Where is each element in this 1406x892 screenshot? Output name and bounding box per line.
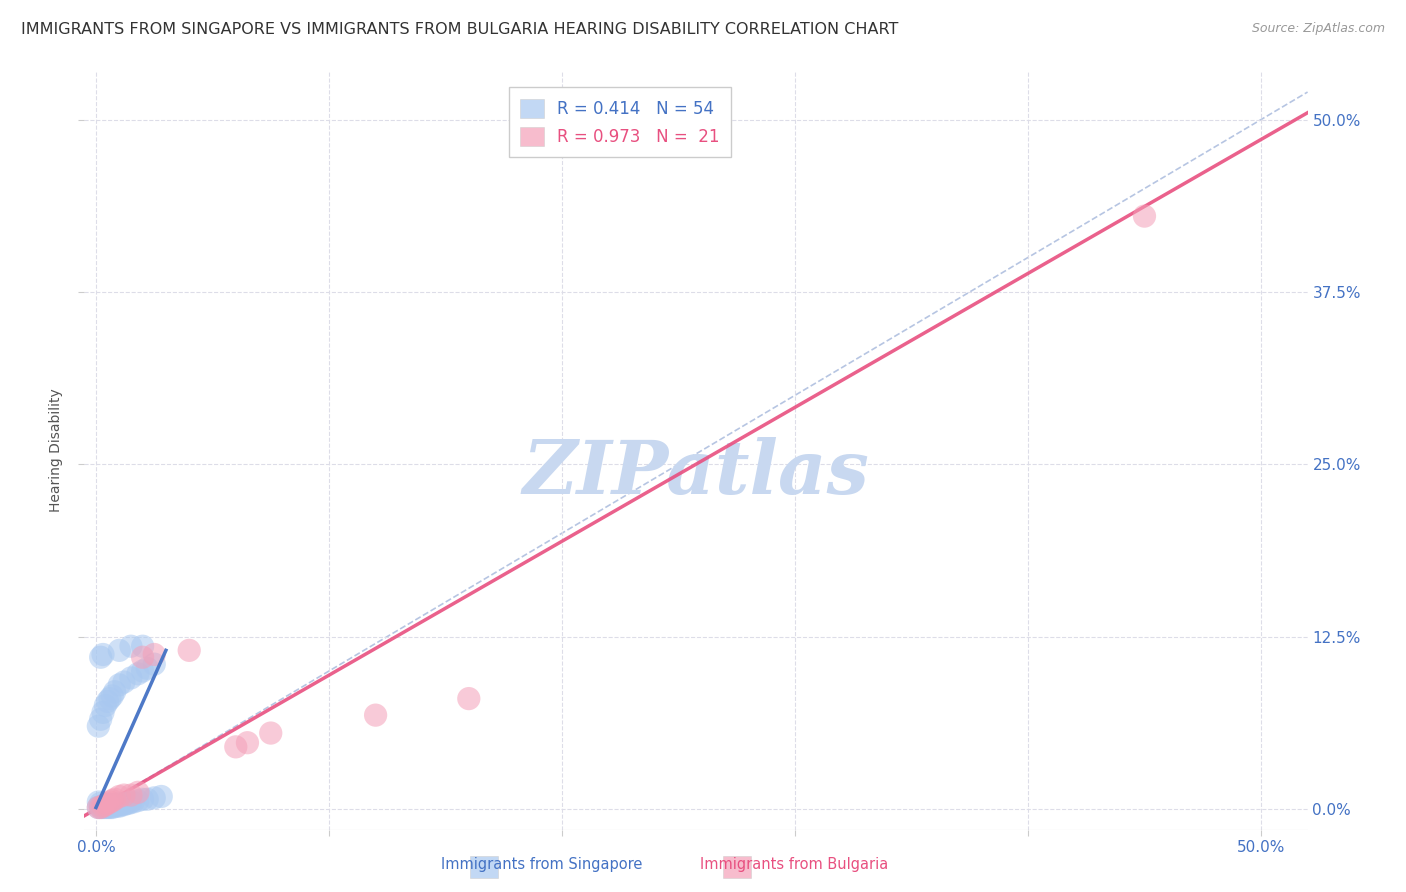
Point bbox=[98, 799, 121, 814]
Point bbox=[98, 691, 121, 706]
Point bbox=[98, 800, 121, 814]
Point bbox=[112, 675, 135, 690]
Point bbox=[104, 797, 127, 812]
Point bbox=[112, 797, 135, 812]
Point bbox=[87, 800, 110, 814]
Point bbox=[136, 792, 159, 806]
Point bbox=[94, 698, 117, 713]
Point bbox=[112, 788, 135, 802]
Point bbox=[101, 794, 124, 808]
Point bbox=[90, 712, 112, 726]
Point bbox=[90, 797, 112, 811]
Point bbox=[104, 684, 127, 698]
Point bbox=[87, 795, 110, 809]
Point bbox=[364, 708, 387, 723]
Point bbox=[136, 661, 159, 675]
Point bbox=[457, 691, 479, 706]
Point bbox=[108, 799, 131, 814]
Point bbox=[94, 797, 117, 812]
Legend: R = 0.414   N = 54, R = 0.973   N =  21: R = 0.414 N = 54, R = 0.973 N = 21 bbox=[509, 87, 731, 158]
Point bbox=[105, 797, 128, 812]
Point bbox=[225, 739, 247, 754]
Point bbox=[97, 797, 120, 812]
Point bbox=[108, 789, 131, 804]
Point bbox=[97, 694, 120, 708]
Point bbox=[87, 719, 110, 733]
Point bbox=[120, 639, 142, 653]
Point bbox=[131, 664, 153, 678]
Text: Immigrants from Bulgaria: Immigrants from Bulgaria bbox=[700, 857, 889, 872]
Text: ZIPatlas: ZIPatlas bbox=[523, 437, 869, 509]
Point bbox=[120, 671, 142, 685]
Text: Source: ZipAtlas.com: Source: ZipAtlas.com bbox=[1251, 22, 1385, 36]
Point bbox=[127, 794, 149, 808]
Point bbox=[94, 797, 117, 812]
Point bbox=[111, 797, 134, 812]
Text: IMMIGRANTS FROM SINGAPORE VS IMMIGRANTS FROM BULGARIA HEARING DISABILITY CORRELA: IMMIGRANTS FROM SINGAPORE VS IMMIGRANTS … bbox=[21, 22, 898, 37]
Point bbox=[115, 797, 138, 811]
Point bbox=[91, 799, 114, 814]
Point bbox=[131, 639, 153, 653]
Point bbox=[90, 800, 112, 814]
Point bbox=[143, 648, 166, 662]
Point bbox=[117, 797, 139, 811]
Point bbox=[150, 789, 173, 804]
Y-axis label: Hearing Disability: Hearing Disability bbox=[49, 389, 63, 512]
Point bbox=[101, 689, 124, 703]
Point bbox=[105, 799, 128, 814]
Point bbox=[260, 726, 283, 740]
Point bbox=[120, 795, 142, 809]
Point bbox=[179, 643, 201, 657]
Text: Immigrants from Singapore: Immigrants from Singapore bbox=[440, 857, 643, 872]
Point bbox=[94, 799, 117, 814]
Point bbox=[104, 792, 127, 806]
Point bbox=[97, 800, 120, 814]
Point bbox=[131, 792, 153, 806]
Point bbox=[101, 797, 124, 812]
Point bbox=[236, 736, 259, 750]
Point bbox=[91, 799, 114, 814]
Point bbox=[91, 800, 114, 814]
Point bbox=[1133, 209, 1156, 223]
Point bbox=[108, 643, 131, 657]
Point bbox=[97, 799, 120, 814]
Point bbox=[104, 799, 127, 814]
Point bbox=[87, 800, 110, 814]
Point bbox=[127, 666, 149, 681]
Point bbox=[91, 706, 114, 720]
Point bbox=[90, 800, 112, 814]
Point bbox=[91, 648, 114, 662]
Point bbox=[143, 790, 166, 805]
Point bbox=[108, 797, 131, 811]
Point bbox=[98, 795, 121, 809]
Point bbox=[127, 785, 149, 799]
Point bbox=[94, 800, 117, 814]
Point bbox=[90, 799, 112, 814]
Point bbox=[143, 657, 166, 672]
Point bbox=[97, 797, 120, 811]
Point bbox=[131, 650, 153, 665]
Point bbox=[108, 678, 131, 692]
Point bbox=[120, 788, 142, 802]
Point bbox=[101, 800, 124, 814]
Point bbox=[90, 650, 112, 665]
Point bbox=[122, 795, 145, 809]
